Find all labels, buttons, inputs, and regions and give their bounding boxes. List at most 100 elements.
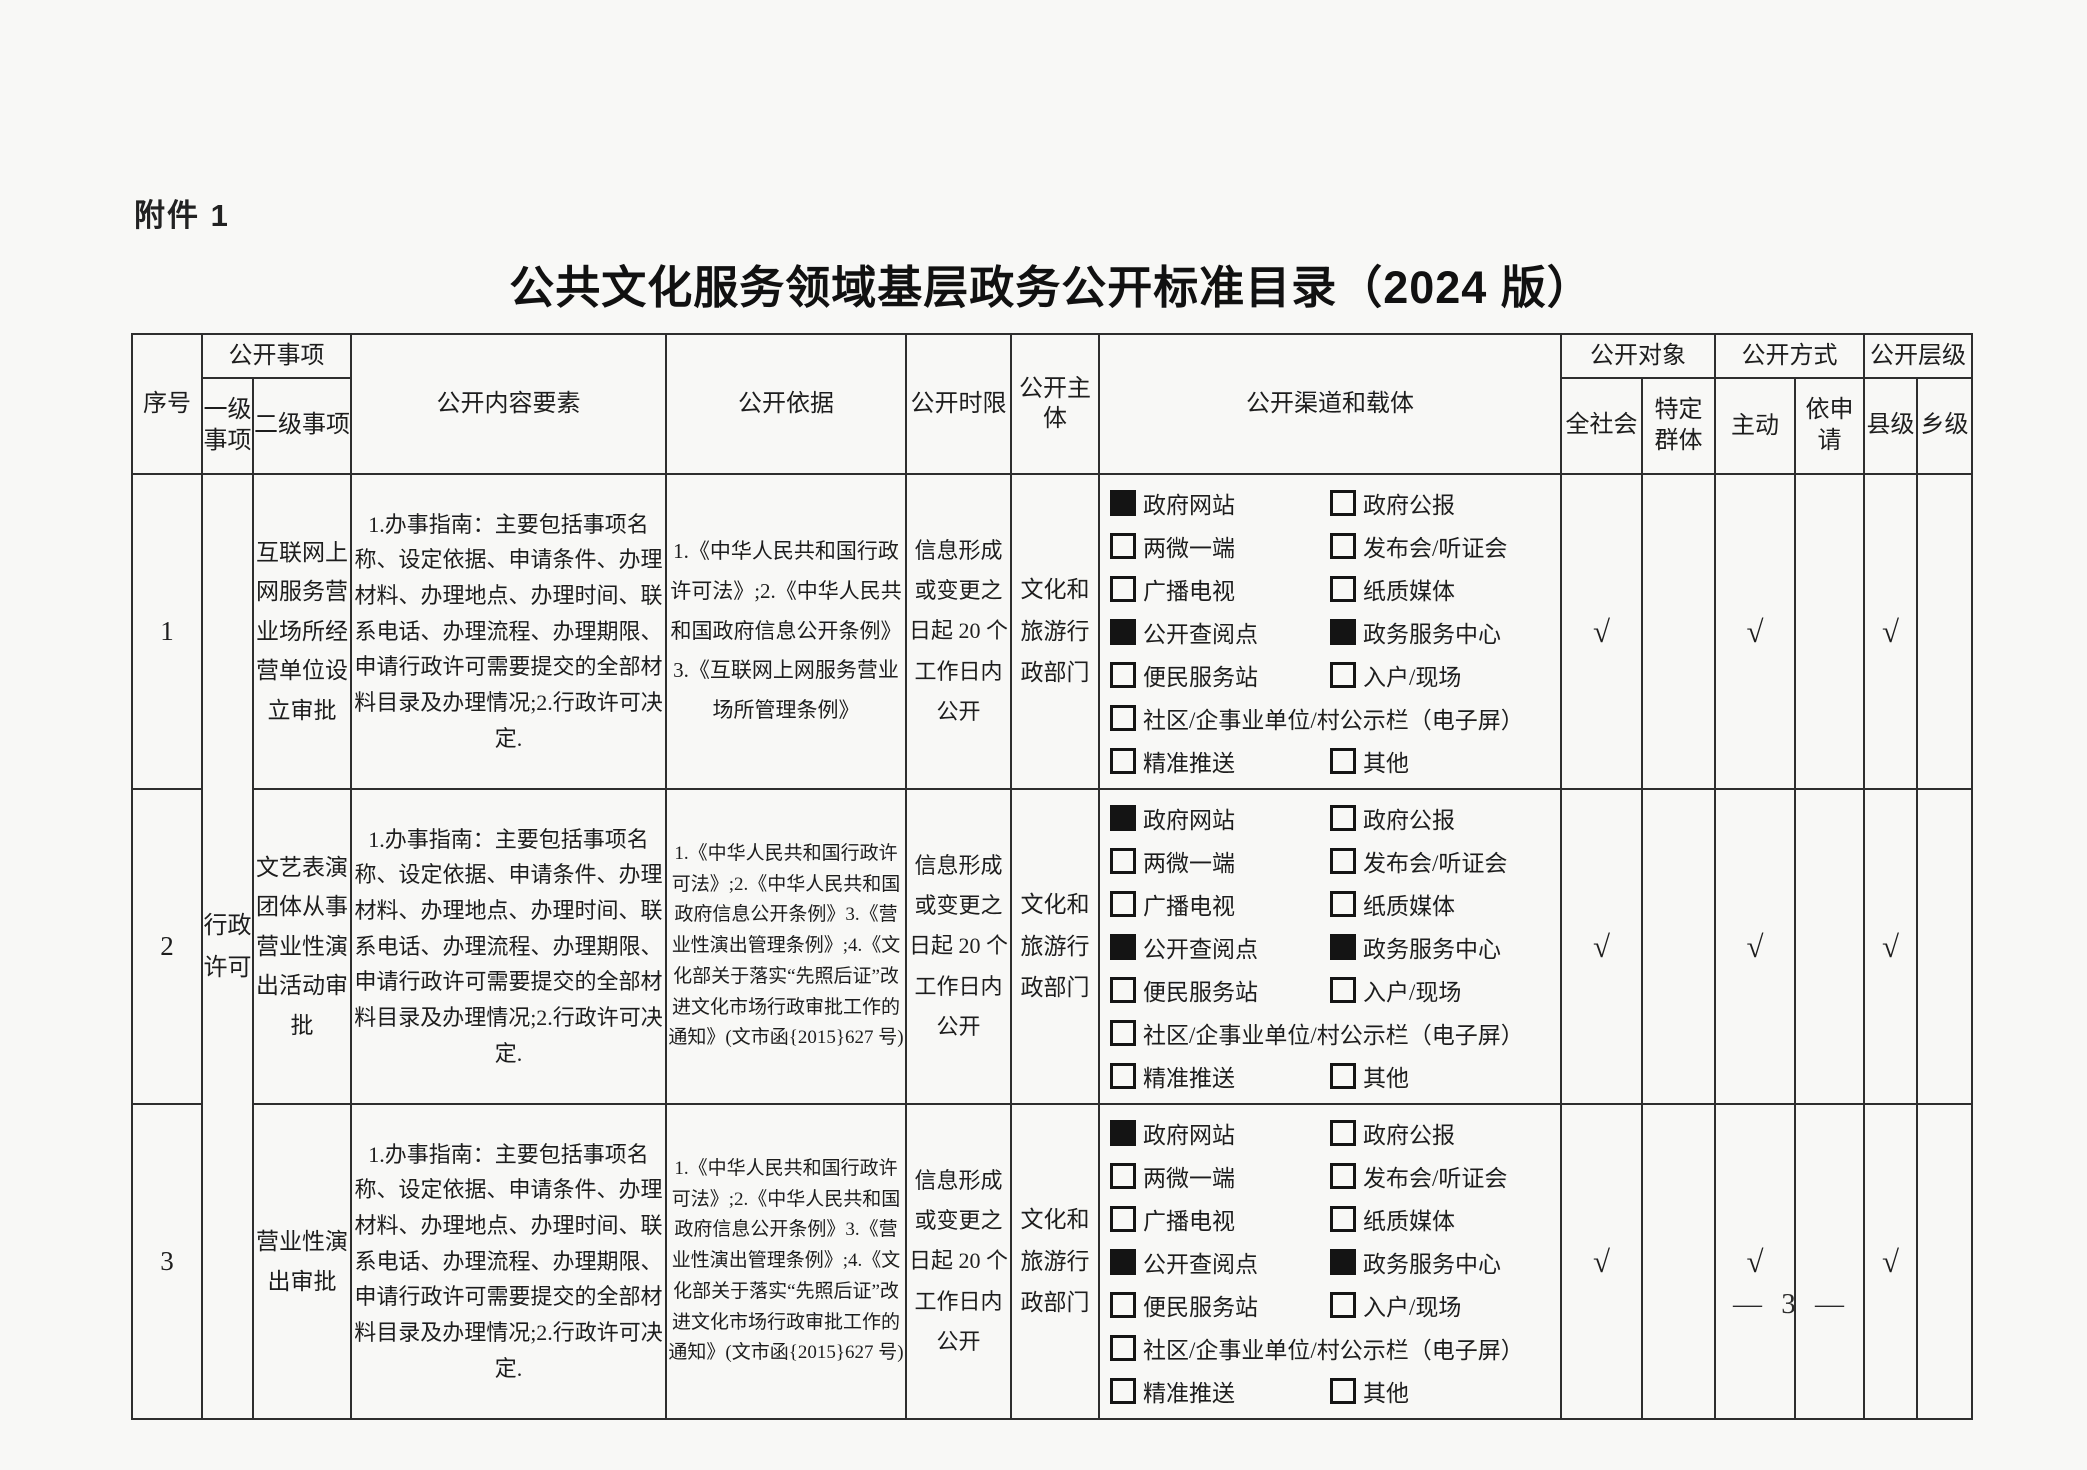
channel-label: 发布会/听证会 — [1363, 850, 1508, 876]
channels-checkbox-list: 政府网站 政府公报 两微一端 发布会/听证会 广播电视 纸质媒体 公开查阅点 政务服务中心 便民… — [1101, 791, 1559, 1102]
channel-option: 政务服务中心 — [1330, 1245, 1550, 1279]
mark-proactive-cell: √ — [1714, 788, 1796, 1105]
content-elements-cell: 1.办事指南：主要包括事项名称、设定依据、申请条件、办理材料、办理地点、办理时间… — [350, 1103, 667, 1420]
second-level-item-cell: 文艺表演团体从事营业性演出活动审批 — [252, 788, 352, 1105]
channel-label: 社区/企事业单位/村公示栏（电子屏） — [1143, 1022, 1524, 1048]
channel-option: 政府网站 — [1110, 1116, 1330, 1150]
mark-proactive-cell: √ — [1714, 473, 1796, 790]
channel-option: 精准推送 — [1110, 1059, 1330, 1093]
mark-specific-groups-cell — [1641, 473, 1716, 790]
checkbox-unchecked-icon — [1110, 1291, 1136, 1318]
directory-table: 序号 公开事项 公开内容要素 公开依据 公开时限 公开主体 公开渠道和载体 公开… — [131, 333, 1973, 1420]
subject-cell: 文化和旅游行政部门 — [1010, 1103, 1100, 1420]
header-specific-groups: 特定群体 — [1641, 377, 1716, 475]
channel-label: 纸质媒体 — [1363, 893, 1455, 919]
channel-option: 便民服务站 — [1110, 1288, 1330, 1322]
channels-checkbox-list: 政府网站 政府公报 两微一端 发布会/听证会 广播电视 纸质媒体 公开查阅点 政务服务中心 便民… — [1101, 1106, 1559, 1417]
mark-township-cell — [1916, 1103, 1973, 1420]
second-level-item-cell: 互联网上网服务营业场所经营单位设立审批 — [252, 473, 352, 790]
attachment-label: 附件 1 — [134, 198, 230, 233]
channel-option: 政务服务中心 — [1330, 615, 1550, 649]
channel-option: 政府公报 — [1330, 801, 1550, 835]
channels-cell: 政府网站 政府公报 两微一端 发布会/听证会 广播电视 纸质媒体 公开查阅点 政务服务中心 便民… — [1098, 1103, 1562, 1420]
channel-option: 广播电视 — [1110, 1202, 1330, 1236]
channel-option: 政务服务中心 — [1330, 930, 1550, 964]
header-proactive: 主动 — [1714, 377, 1796, 475]
header-audience: 公开对象 — [1560, 333, 1716, 379]
channel-option: 两微一端 — [1110, 1159, 1330, 1193]
mark-proactive-cell: √ — [1714, 1103, 1796, 1420]
header-county: 县级 — [1863, 377, 1918, 475]
channels-checkbox-list: 政府网站 政府公报 两微一端 发布会/听证会 广播电视 纸质媒体 公开查阅点 政务服务中心 便民… — [1101, 476, 1559, 787]
channel-label: 广播电视 — [1143, 1208, 1235, 1234]
channel-label: 其他 — [1363, 1065, 1409, 1091]
checkbox-unchecked-icon — [1330, 489, 1356, 516]
channel-label: 公开查阅点 — [1143, 1251, 1258, 1277]
checkbox-unchecked-icon — [1330, 1062, 1356, 1089]
channel-label: 政务服务中心 — [1363, 1251, 1501, 1277]
table-row: 3 营业性演出审批 1.办事指南：主要包括事项名称、设定依据、申请条件、办理材料… — [131, 1103, 1973, 1420]
mark-specific-groups-cell — [1641, 788, 1716, 1105]
channels-cell: 政府网站 政府公报 两微一端 发布会/听证会 广播电视 纸质媒体 公开查阅点 政务服务中心 便民… — [1098, 788, 1562, 1105]
checkbox-unchecked-icon — [1110, 1377, 1136, 1404]
checkbox-checked-icon — [1110, 1248, 1136, 1275]
channel-label: 精准推送 — [1143, 1065, 1235, 1091]
checkbox-checked-icon — [1110, 618, 1136, 645]
channel-label: 入户/现场 — [1363, 1294, 1462, 1320]
channel-label: 发布会/听证会 — [1363, 1165, 1508, 1191]
basis-cell: 1.《中华人民共和国行政许可法》;2.《中华人民共和国政府信息公开条例》3.《互… — [665, 473, 907, 790]
basis-cell: 1.《中华人民共和国行政许可法》;2.《中华人民共和国政府信息公开条例》3.《营… — [665, 1103, 907, 1420]
channel-label: 社区/企事业单位/村公示栏（电子屏） — [1143, 1337, 1524, 1363]
channel-label: 其他 — [1363, 1380, 1409, 1406]
header-on-request: 依申请 — [1794, 377, 1865, 475]
channel-option: 精准推送 — [1110, 744, 1330, 778]
mark-all-society-cell: √ — [1560, 473, 1643, 790]
channel-label: 公开查阅点 — [1143, 621, 1258, 647]
table-row: 1 行政许可 互联网上网服务营业场所经营单位设立审批 1.办事指南：主要包括事项… — [131, 473, 1973, 1420]
channel-option: 其他 — [1330, 744, 1550, 778]
mark-county-cell: √ — [1863, 788, 1918, 1105]
row-number-cell: 3 — [131, 1103, 203, 1420]
checkbox-unchecked-icon — [1330, 661, 1356, 688]
channel-option: 便民服务站 — [1110, 658, 1330, 692]
header-serial-no: 序号 — [131, 333, 203, 475]
channel-label: 政府网站 — [1143, 1122, 1235, 1148]
mark-on-request-cell — [1794, 473, 1865, 790]
content-elements-cell: 1.办事指南：主要包括事项名称、设定依据、申请条件、办理材料、办理地点、办理时间… — [350, 473, 667, 790]
checkbox-unchecked-icon — [1110, 1062, 1136, 1089]
channel-option: 精准推送 — [1110, 1374, 1330, 1408]
channel-label: 政务服务中心 — [1363, 936, 1501, 962]
checkbox-unchecked-icon — [1330, 1377, 1356, 1404]
checkbox-checked-icon — [1330, 618, 1356, 645]
checkbox-unchecked-icon — [1330, 747, 1356, 774]
channel-option: 广播电视 — [1110, 572, 1330, 606]
channel-option: 社区/企事业单位/村公示栏（电子屏） — [1110, 701, 1550, 735]
channel-option: 公开查阅点 — [1110, 1245, 1330, 1279]
mark-all-society-cell: √ — [1560, 788, 1643, 1105]
channel-option: 社区/企事业单位/村公示栏（电子屏） — [1110, 1331, 1550, 1365]
header-subject: 公开主体 — [1010, 333, 1100, 475]
channel-label: 公开查阅点 — [1143, 936, 1258, 962]
channel-label: 政府公报 — [1363, 492, 1455, 518]
channel-option: 纸质媒体 — [1330, 572, 1550, 606]
channel-option: 便民服务站 — [1110, 973, 1330, 1007]
header-first-level: 一级事项 — [201, 377, 254, 475]
basis-cell: 1.《中华人民共和国行政许可法》;2.《中华人民共和国政府信息公开条例》3.《营… — [665, 788, 907, 1105]
checkbox-checked-icon — [1110, 489, 1136, 516]
channel-option: 两微一端 — [1110, 844, 1330, 878]
channel-option: 发布会/听证会 — [1330, 529, 1550, 563]
channel-label: 入户/现场 — [1363, 979, 1462, 1005]
channel-option: 入户/现场 — [1330, 658, 1550, 692]
header-disclosure-items: 公开事项 — [201, 333, 352, 379]
mark-county-cell: √ — [1863, 1103, 1918, 1420]
channel-option: 纸质媒体 — [1330, 1202, 1550, 1236]
checkbox-unchecked-icon — [1110, 1334, 1136, 1361]
checkbox-unchecked-icon — [1330, 804, 1356, 831]
channel-label: 便民服务站 — [1143, 1294, 1258, 1320]
header-row-top: 序号 公开事项 公开内容要素 公开依据 公开时限 公开主体 公开渠道和载体 公开… — [131, 333, 1973, 475]
subject-cell: 文化和旅游行政部门 — [1010, 473, 1100, 790]
channel-label: 社区/企事业单位/村公示栏（电子屏） — [1143, 707, 1524, 733]
mark-all-society-cell: √ — [1560, 1103, 1643, 1420]
header-basis: 公开依据 — [665, 333, 907, 475]
